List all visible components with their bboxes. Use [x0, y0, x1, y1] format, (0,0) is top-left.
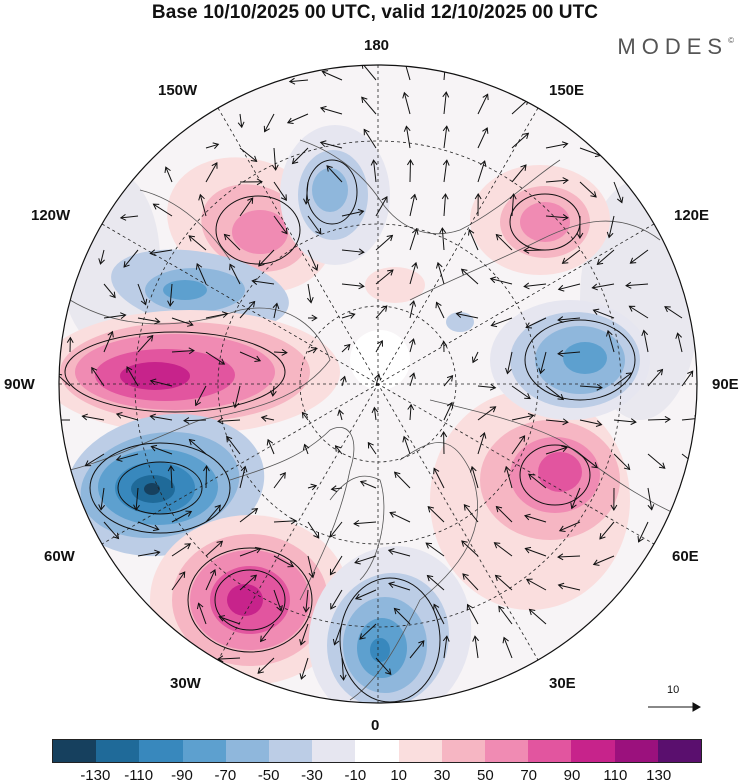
- colorbar-tick-label: -110: [124, 767, 153, 784]
- colorbar-swatch: [442, 740, 485, 762]
- colorbar-tick-label: -90: [171, 767, 193, 784]
- colorbar-tick-label: 90: [564, 767, 581, 784]
- lon-label-30e: 30E: [549, 675, 576, 692]
- lon-label-60e: 60E: [672, 548, 699, 565]
- colorbar-swatch: [183, 740, 226, 762]
- colorbar-swatch: [139, 740, 182, 762]
- lon-label-150e: 150E: [549, 82, 584, 99]
- colorbar-tick-label: -50: [258, 767, 280, 784]
- colorbar-swatch: [485, 740, 528, 762]
- colorbar: [52, 739, 702, 763]
- colorbar-tick-label: 110: [603, 767, 627, 784]
- colorbar-swatch: [312, 740, 355, 762]
- colorbar-swatch: [226, 740, 269, 762]
- wind-vector: [206, 466, 207, 488]
- colorbar-swatch: [269, 740, 312, 762]
- lon-label-60w: 60W: [44, 548, 75, 565]
- wind-vector-head: [402, 59, 408, 65]
- lon-label-150w: 150W: [158, 82, 197, 99]
- colorbar-swatch: [399, 740, 442, 762]
- colorbar-swatch: [53, 740, 96, 762]
- colorbar-tick-label: 70: [520, 767, 537, 784]
- wind-vector-head: [690, 459, 696, 464]
- lon-label-90w: 90W: [4, 376, 35, 393]
- anomaly-field: [40, 65, 700, 747]
- lon-label-120w: 120W: [31, 207, 70, 224]
- wind-vector-head: [48, 417, 53, 423]
- reference-vector-arrow: [648, 703, 700, 711]
- reference-vector-label: 10: [667, 684, 679, 696]
- colorbar-tick-label: 130: [646, 767, 671, 784]
- anomaly-central-siberia: [490, 300, 650, 420]
- colorbar-swatch: [355, 740, 398, 762]
- colorbar-tick-label: 50: [477, 767, 494, 784]
- lon-label-30w: 30W: [170, 675, 201, 692]
- colorbar-swatch: [528, 740, 571, 762]
- colorbar-swatch: [615, 740, 658, 762]
- wind-vector: [410, 160, 411, 182]
- wind-vector-head: [442, 58, 448, 63]
- lon-label-90e: 90E: [712, 376, 739, 393]
- colorbar-tick-label: 10: [390, 767, 407, 784]
- colorbar-tick-label: -10: [344, 767, 366, 784]
- lon-label-180: 180: [364, 37, 389, 54]
- lon-label-0: 0: [371, 717, 379, 734]
- colorbar-swatch: [96, 740, 139, 762]
- colorbar-tick-label: -70: [214, 767, 236, 784]
- colorbar-tick-label: 30: [434, 767, 451, 784]
- colorbar-tick-label: -30: [301, 767, 323, 784]
- colorbar-tick-label: -130: [80, 767, 110, 784]
- lon-label-120e: 120E: [674, 207, 709, 224]
- colorbar-swatch: [658, 740, 701, 762]
- colorbar-swatch: [571, 740, 614, 762]
- anomaly-east-siberia: [470, 165, 610, 275]
